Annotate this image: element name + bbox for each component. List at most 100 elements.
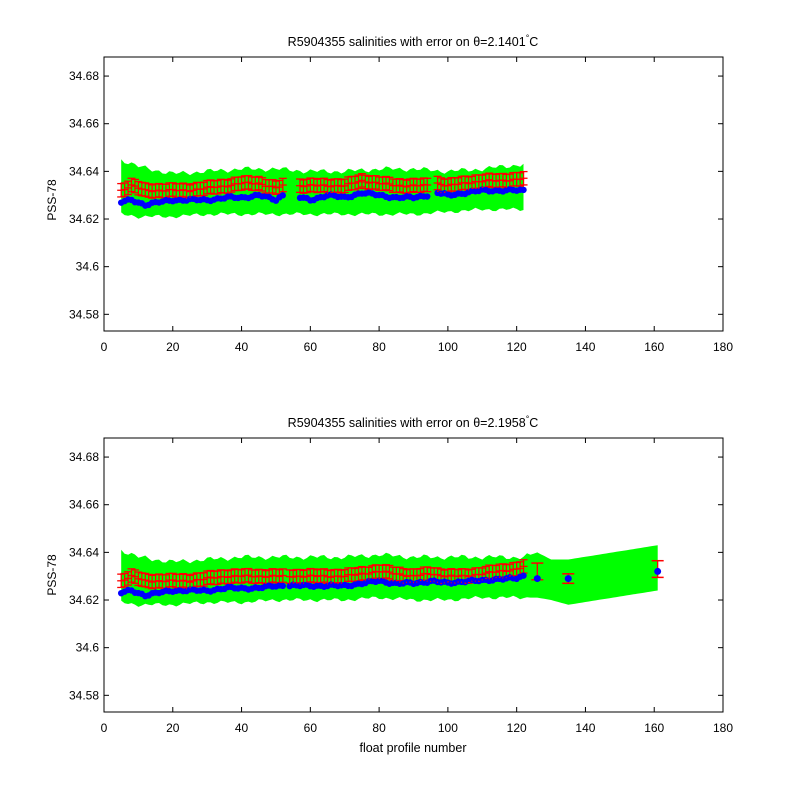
x-tick-label: 140 [575,340,595,354]
subplot-top: R5904355 salinities with error on θ=2.14… [45,33,733,354]
error-bar [168,572,177,588]
error-bar [206,569,215,585]
subplot-bottom-title: R5904355 salinities with error on θ=2.19… [288,414,539,430]
error-bar [361,174,370,190]
x-tick-label: 0 [101,340,108,354]
error-bar [406,178,415,193]
salinity-point [533,575,541,583]
error-bar [127,568,136,583]
error-bar [206,179,215,194]
error-bar [179,182,188,198]
error-bar [320,177,329,193]
axes-frame [103,437,724,713]
x-tick-label: 40 [235,340,249,354]
salinity-error-band [121,159,524,219]
error-bar [378,564,387,580]
subplot-bottom-plot-area: 0 20 40 60 80 100 120 140 160 180 34.58 34.6 34.62 34… [69,437,733,735]
axes-frame [103,56,724,332]
error-bar [516,172,525,187]
error-bar [141,572,150,588]
y-tick-label: 34.62 [69,593,99,607]
error-bar [124,180,133,196]
error-bar [378,176,387,192]
error-bar [381,563,390,579]
salinity-point [520,572,527,579]
error-bar [144,573,153,589]
y-tick-label: 34.58 [69,307,99,321]
x-tick-label: 60 [304,340,318,354]
error-bar [251,569,260,585]
error-bar [498,172,507,188]
salinity-point [654,567,662,575]
y-tick-label: 34.6 [76,641,100,655]
x-tick-label: 160 [644,721,664,735]
error-bar [351,175,360,191]
error-bar [381,175,390,191]
error-bar [237,569,246,584]
error-bar [148,184,157,199]
error-bar [309,177,318,193]
x-tick-label: 0 [101,721,108,735]
error-bar [244,567,253,583]
error-bar [251,176,260,192]
error-bar [461,175,470,191]
error-bar [278,568,287,583]
salinity-point [564,575,572,583]
subplot-bottom-ylabel: PSS-78 [45,554,59,596]
error-bar [244,174,253,190]
x-tick-label: 100 [438,340,458,354]
error-bar [433,175,442,191]
error-bar [519,170,528,186]
error-bar [443,178,452,193]
error-bar [148,574,157,590]
subplot-bottom: R5904355 salinities with error on θ=2.19… [45,414,733,755]
error-bar [313,178,322,194]
x-tick-label: 180 [713,340,733,354]
y-tick-label: 34.68 [69,69,99,83]
x-tick-label: 80 [372,721,386,735]
error-bar [134,571,143,587]
error-bar [278,177,287,193]
error-bar [141,182,150,197]
error-bar [189,183,198,198]
x-tick-label: 80 [372,340,386,354]
error-bar [124,571,133,586]
y-tick-label: 34.66 [69,117,99,131]
y-tick-label: 34.66 [69,498,99,512]
error-bar [302,178,311,194]
salinity-point [279,192,287,199]
error-bar [395,177,404,193]
x-tick-label: 180 [713,721,733,735]
error-bar [371,175,380,190]
error-bar [144,183,153,198]
error-bar [155,182,164,198]
y-tick-label: 34.62 [69,212,99,226]
error-bar [423,177,432,193]
x-tick-label: 120 [507,721,527,735]
error-bar [268,178,277,194]
salinity-point [520,186,527,194]
error-bar [437,177,446,192]
x-tick-label: 140 [575,721,595,735]
y-tick-label: 34.64 [69,164,99,178]
error-bar [258,569,267,584]
error-bar [179,572,188,588]
y-tick-label: 34.6 [76,260,100,274]
x-tick-label: 60 [304,721,318,735]
x-tick-label: 20 [166,340,180,354]
salinity-point [279,582,287,590]
error-bar [258,177,267,192]
y-tick-label: 34.68 [69,450,99,464]
x-tick-label: 120 [507,340,527,354]
error-bar [333,568,342,584]
salinity-point [424,193,431,200]
subplot-bottom-xlabel: float profile number [359,741,466,755]
x-tick-label: 20 [166,721,180,735]
subplot-top-ylabel: PSS-78 [45,179,59,221]
error-bar [340,178,349,194]
x-tick-label: 100 [438,721,458,735]
error-bar [213,179,222,195]
error-bar [227,569,236,584]
